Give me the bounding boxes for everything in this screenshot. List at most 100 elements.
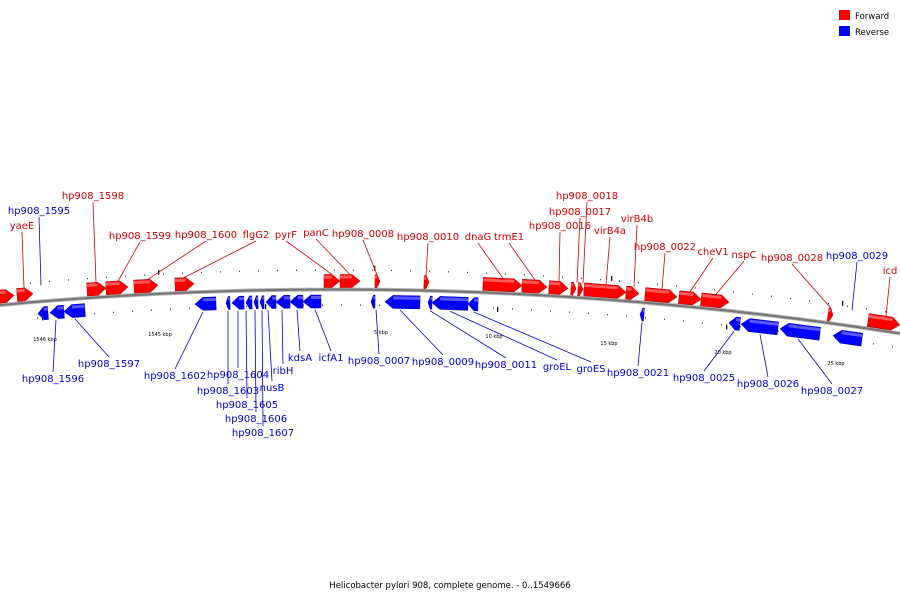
gene-label-dnag[interactable]: dnaG: [465, 232, 492, 243]
gene-label-hp908-1604[interactable]: hp908_1604: [207, 370, 269, 381]
gene-label-trme1[interactable]: trmE1: [494, 232, 524, 243]
reverse-gene-arrow-shape: [259, 295, 265, 309]
gene-label-hp908-1603[interactable]: hp908_1603: [197, 386, 259, 397]
gene-label-hp908-0009[interactable]: hp908_0009: [412, 357, 474, 368]
gene-label-ribh[interactable]: ribH: [273, 366, 294, 377]
reverse-gene-arrow[interactable]: [231, 295, 245, 310]
gene-label-hp908-0017[interactable]: hp908_0017: [549, 207, 611, 218]
gene-label-groes[interactable]: groES: [576, 364, 605, 375]
gene-label-hp908-0026[interactable]: hp908_0026: [737, 379, 799, 390]
forward-gene-arrow[interactable]: [482, 277, 523, 293]
reverse-gene-arrow[interactable]: [265, 295, 277, 309]
minor-tick: [866, 308, 867, 310]
gene-label-hp908-0008[interactable]: hp908_0008: [332, 229, 394, 240]
reverse-gene-arrow[interactable]: [37, 306, 49, 320]
reverse-gene-arrow[interactable]: [467, 297, 479, 311]
gene-label-hp908-1597[interactable]: hp908_1597: [78, 359, 140, 370]
gene-label-chev1[interactable]: cheV1: [697, 247, 728, 258]
gene-label-hp908-0010[interactable]: hp908_0010: [397, 232, 459, 243]
forward-gene-arrow[interactable]: [570, 281, 577, 296]
forward-gene-arrow[interactable]: [133, 278, 159, 294]
gene-label-nspc[interactable]: nspC: [732, 250, 757, 261]
gene-label-kdsa[interactable]: kdsA: [288, 353, 312, 364]
reverse-gene-arrow[interactable]: [245, 295, 253, 310]
gene-label-hp908-0029[interactable]: hp908_0029: [826, 251, 888, 262]
reverse-gene-arrow[interactable]: [384, 295, 421, 310]
forward-gene-arrow[interactable]: [86, 282, 107, 297]
gene-label-hp908-0025[interactable]: hp908_0025: [673, 373, 735, 384]
gene-label-hp908-0018[interactable]: hp908_0018: [556, 191, 618, 202]
forward-gene-arrow[interactable]: [700, 292, 730, 309]
gene-label-hp908-0011[interactable]: hp908_0011: [475, 360, 537, 371]
gene-label-panc[interactable]: panC: [303, 228, 329, 239]
reverse-gene-arrow[interactable]: [225, 296, 231, 310]
reverse-gene-arrow[interactable]: [194, 296, 217, 311]
gene-label-hp908-1606[interactable]: hp908_1606: [225, 414, 287, 425]
gene-label-hp908-1607[interactable]: hp908_1607: [232, 428, 294, 439]
gene-label-hp908-0022[interactable]: hp908_0022: [634, 242, 696, 253]
reverse-gene-arrow[interactable]: [431, 296, 469, 311]
forward-gene-arrow[interactable]: [105, 280, 129, 295]
gene-label-hp908-1598[interactable]: hp908_1598: [62, 191, 124, 202]
forward-gene-arrow[interactable]: [174, 277, 195, 292]
reverse-gene-arrow[interactable]: [832, 329, 864, 347]
reverse-gene-arrow[interactable]: [370, 294, 376, 309]
gene-label-hp908-0028[interactable]: hp908_0028: [761, 253, 823, 264]
reverse-gene-arrow[interactable]: [259, 295, 265, 309]
gene-label-leader: [637, 322, 643, 367]
reverse-gene-arrow[interactable]: [302, 294, 322, 309]
reverse-gene-arrow-highlight: [735, 318, 741, 322]
forward-gene-arrow-shape: [644, 287, 678, 304]
gene-label-groel[interactable]: groEL: [543, 362, 572, 373]
gene-label-hp908-1596[interactable]: hp908_1596: [22, 374, 84, 385]
forward-gene-arrow[interactable]: [16, 287, 34, 302]
minor-tick: [467, 271, 468, 274]
forward-gene-arrow[interactable]: [644, 287, 678, 304]
gene-label-hp908-1602[interactable]: hp908_1602: [144, 371, 206, 382]
backbone-layer: 1546 kbp 1545 kbp 5 kbp 10 kbp 15 kbp 20 kbp 2…: [0, 265, 900, 367]
reverse-gene-arrow[interactable]: [275, 294, 291, 309]
forward-gene-arrow[interactable]: [577, 282, 584, 296]
reverse-gene-arrow[interactable]: [289, 294, 304, 309]
forward-gene-arrow[interactable]: [339, 274, 361, 288]
forward-gene-arrow[interactable]: [583, 282, 627, 299]
forward-gene-arrow[interactable]: [548, 280, 569, 295]
gene-label-icd[interactable]: icd: [883, 266, 898, 277]
reverse-gene-arrow[interactable]: [728, 316, 741, 331]
gene-label-hp908-1600[interactable]: hp908_1600: [175, 230, 237, 241]
forward-gene-arrow[interactable]: [866, 313, 900, 332]
reverse-gene-arrow[interactable]: [740, 318, 779, 336]
gene-label-virb4b[interactable]: virB4b: [621, 214, 653, 225]
minor-tick: [543, 275, 544, 277]
forward-gene-arrow[interactable]: [625, 285, 640, 300]
reverse-gene-arrow[interactable]: [49, 304, 65, 319]
forward-gene-arrow[interactable]: [323, 274, 341, 288]
gene-label-virb4a[interactable]: virB4a: [594, 226, 626, 237]
gene-label-hp908-0021[interactable]: hp908_0021: [607, 368, 669, 379]
gene-label-nusb[interactable]: nusB: [260, 383, 285, 394]
forward-gene-arrow[interactable]: [678, 290, 702, 306]
minor-tick: [448, 271, 449, 273]
minor-tick: [828, 302, 829, 305]
gene-label-hp908-0007[interactable]: hp908_0007: [348, 356, 410, 367]
gene-label-icfa1[interactable]: icfA1: [319, 353, 344, 364]
forward-gene-arrow[interactable]: [0, 289, 15, 304]
forward-gene-arrow[interactable]: [826, 307, 834, 322]
gene-label-pyrf[interactable]: pyrF: [275, 230, 297, 241]
reverse-gene-arrow[interactable]: [253, 295, 259, 310]
gene-label-hp908-0027[interactable]: hp908_0027: [801, 386, 863, 397]
gene-label-hp908-1599[interactable]: hp908_1599: [109, 231, 171, 242]
reverse-gene-arrow[interactable]: [779, 322, 821, 341]
gene-label-leader: [715, 260, 745, 295]
gene-label-hp908-1595[interactable]: hp908_1595: [8, 206, 70, 217]
gene-label-flgg2[interactable]: flgG2: [243, 230, 270, 241]
reverse-gene-arrow[interactable]: [63, 303, 86, 318]
gene-label-hp908-1605[interactable]: hp908_1605: [216, 400, 278, 411]
forward-gene-arrow[interactable]: [521, 278, 548, 294]
forward-gene-arrow[interactable]: [374, 274, 381, 288]
gene-label-yaee[interactable]: yaeE: [10, 221, 35, 232]
reverse-gene-arrow[interactable]: [639, 307, 645, 322]
forward-gene-arrow[interactable]: [423, 275, 430, 289]
reverse-gene-arrow[interactable]: [427, 295, 433, 310]
gene-label-hp908-0016[interactable]: hp908_0016: [529, 221, 591, 232]
